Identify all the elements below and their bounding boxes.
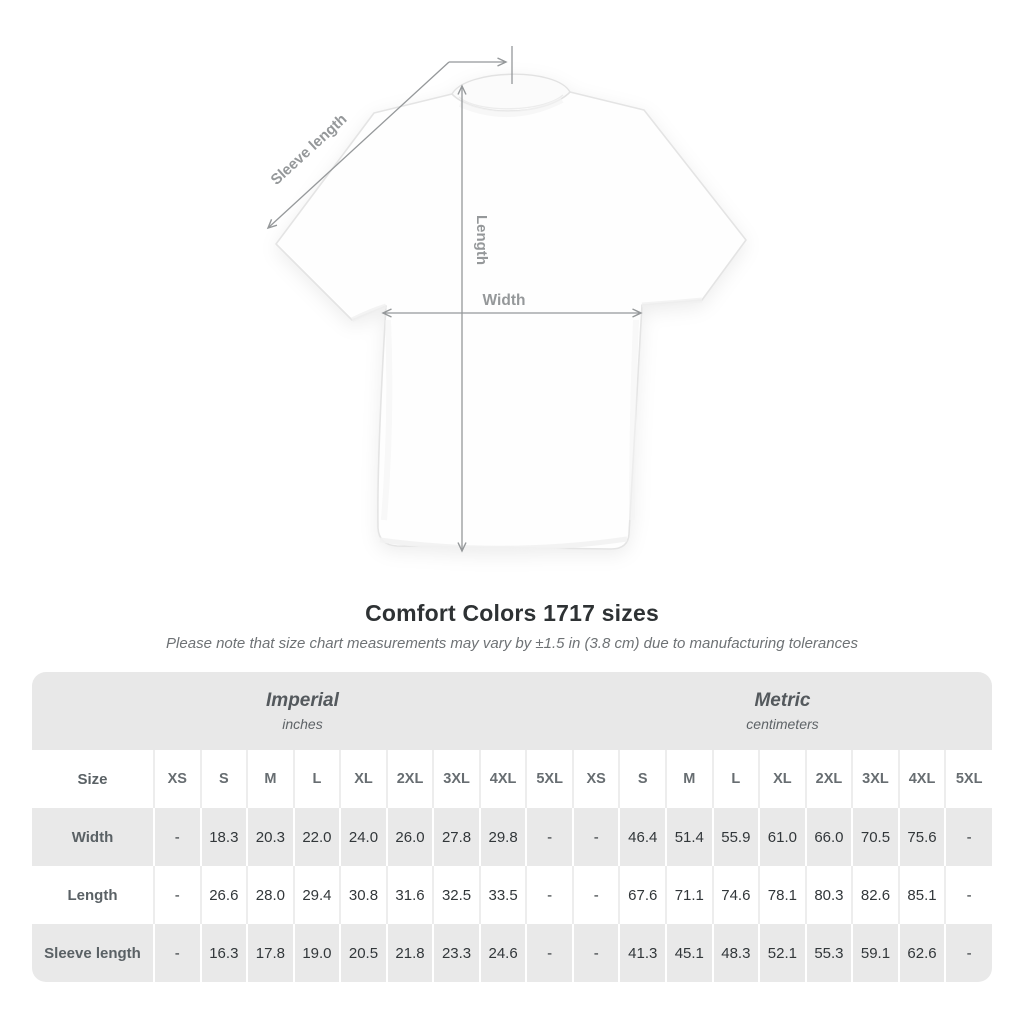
size-header-row: Size XS S M L XL 2XL 3XL 4XL 5XL XS S M … (32, 750, 992, 808)
sleeve-length-diagonal-arrow (266, 61, 450, 230)
length-label: Length (473, 215, 490, 265)
row-label: Sleeve length (32, 924, 154, 982)
cell: - (571, 866, 620, 924)
cell: 52.1 (758, 924, 806, 982)
cell: 22.0 (292, 808, 341, 866)
size-table: Imperial inches Metric centimeters Size … (32, 672, 992, 982)
cell: 28.0 (246, 866, 294, 924)
cell: 27.8 (432, 808, 480, 866)
row-label: Length (32, 866, 154, 924)
cell: - (944, 808, 992, 866)
cell: - (153, 924, 201, 982)
cell: 82.6 (851, 866, 899, 924)
cell: - (525, 808, 573, 866)
cell: 51.4 (665, 808, 713, 866)
cell: 24.6 (478, 924, 527, 982)
metric-label: Metric (754, 690, 811, 711)
cell: 19.0 (292, 924, 341, 982)
cell: - (571, 808, 620, 866)
cell: 78.1 (758, 866, 806, 924)
measurement-lines (266, 46, 643, 553)
size-col: XS (571, 750, 620, 808)
cell: - (525, 924, 573, 982)
cell: 74.6 (711, 866, 760, 924)
size-col: 3XL (432, 750, 480, 808)
cell: 20.5 (339, 924, 387, 982)
sleeve-length-row: Sleeve length - 16.3 17.8 19.0 20.5 21.8… (32, 924, 992, 982)
cell: 41.3 (618, 924, 667, 982)
unit-group-header-row: Imperial inches Metric centimeters (32, 672, 992, 750)
size-col: 3XL (851, 750, 899, 808)
cell: 46.4 (618, 808, 667, 866)
metric-unit: centimeters (746, 716, 819, 732)
size-col: XS (153, 750, 201, 808)
cell: - (153, 808, 201, 866)
cell: 61.0 (758, 808, 806, 866)
size-col: M (246, 750, 294, 808)
size-col: S (618, 750, 667, 808)
cell: 70.5 (851, 808, 899, 866)
cell: - (944, 924, 992, 982)
tshirt-image (275, 73, 747, 551)
size-col: 5XL (525, 750, 573, 808)
cell: 29.4 (292, 866, 341, 924)
cell: 75.6 (897, 808, 946, 866)
cell: 85.1 (897, 866, 946, 924)
cell: 62.6 (897, 924, 946, 982)
cell: 29.8 (478, 808, 527, 866)
size-header: Size (32, 750, 154, 808)
cell: 33.5 (478, 866, 527, 924)
size-col: XL (339, 750, 387, 808)
cell: 55.3 (804, 924, 853, 982)
width-label: Width (483, 292, 526, 309)
imperial-unit: inches (282, 716, 323, 732)
imperial-label: Imperial (266, 690, 339, 711)
size-chart-table: Imperial inches Metric centimeters Size … (32, 672, 992, 982)
size-col: 2XL (804, 750, 853, 808)
size-col: 2XL (385, 750, 434, 808)
row-label: Width (32, 808, 154, 866)
size-col: 4XL (478, 750, 527, 808)
cell: 20.3 (246, 808, 294, 866)
size-col: L (711, 750, 760, 808)
metric-group-header: Metric centimeters (572, 672, 992, 750)
cell: 26.0 (385, 808, 434, 866)
size-col: 4XL (897, 750, 946, 808)
cell: 48.3 (711, 924, 760, 982)
cell: 80.3 (804, 866, 853, 924)
cell: - (571, 924, 620, 982)
size-col: S (199, 750, 248, 808)
cell: 67.6 (618, 866, 667, 924)
cell: 30.8 (339, 866, 387, 924)
cell: - (944, 866, 992, 924)
cell: - (153, 866, 201, 924)
cell: 24.0 (339, 808, 387, 866)
cell: 16.3 (199, 924, 248, 982)
cell: - (525, 866, 573, 924)
cell: 71.1 (665, 866, 713, 924)
tshirt-diagram-svg: Sleeve length Length Width (266, 46, 747, 553)
cell: 31.6 (385, 866, 434, 924)
cell: 32.5 (432, 866, 480, 924)
cell: 23.3 (432, 924, 480, 982)
cell: 26.6 (199, 866, 248, 924)
cell: 45.1 (665, 924, 713, 982)
size-col: 5XL (944, 750, 992, 808)
cell: 18.3 (199, 808, 248, 866)
cell: 21.8 (385, 924, 434, 982)
cell: 17.8 (246, 924, 294, 982)
length-row: Length - 26.6 28.0 29.4 30.8 31.6 32.5 3… (32, 866, 992, 924)
tolerance-note: Please note that size chart measurements… (166, 635, 858, 652)
imperial-group-header: Imperial inches (32, 672, 573, 750)
size-col: XL (758, 750, 806, 808)
size-col: M (665, 750, 713, 808)
tshirt-measurement-diagram: Sleeve length Length Width (266, 46, 747, 553)
cell: 59.1 (851, 924, 899, 982)
size-col: L (292, 750, 341, 808)
cell: 66.0 (804, 808, 853, 866)
width-row: Width - 18.3 20.3 22.0 24.0 26.0 27.8 29… (32, 808, 992, 866)
page-title: Comfort Colors 1717 sizes (365, 600, 659, 626)
cell: 55.9 (711, 808, 760, 866)
